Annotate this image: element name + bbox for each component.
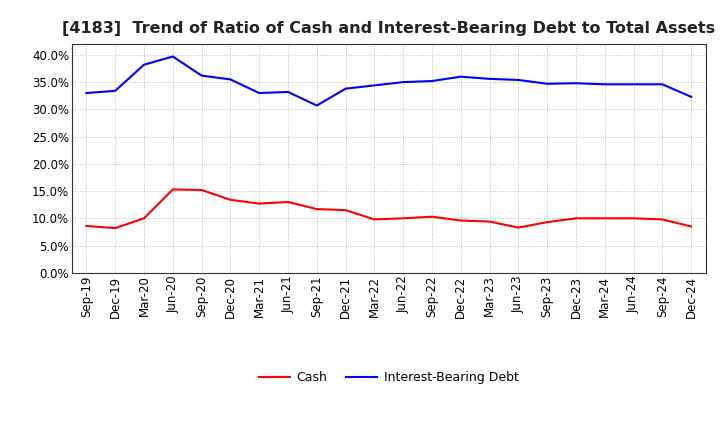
Interest-Bearing Debt — [255, 90, 264, 95]
Cash — [629, 216, 638, 221]
Legend: Cash, Interest-Bearing Debt: Cash, Interest-Bearing Debt — [254, 366, 523, 389]
Interest-Bearing Debt — [111, 88, 120, 93]
Cash — [600, 216, 609, 221]
Cash — [82, 224, 91, 229]
Cash — [111, 225, 120, 231]
Cash — [428, 214, 436, 219]
Cash — [168, 187, 177, 192]
Line: Cash: Cash — [86, 190, 691, 228]
Interest-Bearing Debt — [399, 80, 408, 85]
Interest-Bearing Debt — [572, 81, 580, 86]
Cash — [572, 216, 580, 221]
Interest-Bearing Debt — [168, 54, 177, 59]
Interest-Bearing Debt — [82, 90, 91, 95]
Cash — [399, 216, 408, 221]
Cash — [312, 206, 321, 212]
Interest-Bearing Debt — [370, 83, 379, 88]
Interest-Bearing Debt — [658, 82, 667, 87]
Cash — [255, 201, 264, 206]
Line: Interest-Bearing Debt: Interest-Bearing Debt — [86, 56, 691, 106]
Interest-Bearing Debt — [226, 77, 235, 82]
Cash — [284, 199, 292, 205]
Interest-Bearing Debt — [456, 74, 465, 79]
Interest-Bearing Debt — [312, 103, 321, 108]
Interest-Bearing Debt — [140, 62, 148, 67]
Cash — [514, 225, 523, 230]
Cash — [687, 224, 696, 229]
Cash — [485, 219, 494, 224]
Interest-Bearing Debt — [687, 94, 696, 99]
Interest-Bearing Debt — [600, 82, 609, 87]
Interest-Bearing Debt — [341, 86, 350, 92]
Cash — [456, 218, 465, 223]
Title: [4183]  Trend of Ratio of Cash and Interest-Bearing Debt to Total Assets: [4183] Trend of Ratio of Cash and Intere… — [62, 21, 716, 36]
Cash — [341, 208, 350, 213]
Interest-Bearing Debt — [284, 89, 292, 95]
Cash — [370, 217, 379, 222]
Interest-Bearing Debt — [514, 77, 523, 83]
Interest-Bearing Debt — [543, 81, 552, 86]
Cash — [658, 217, 667, 222]
Cash — [226, 197, 235, 202]
Interest-Bearing Debt — [197, 73, 206, 78]
Interest-Bearing Debt — [428, 78, 436, 84]
Cash — [197, 187, 206, 193]
Cash — [543, 220, 552, 225]
Interest-Bearing Debt — [485, 76, 494, 81]
Interest-Bearing Debt — [629, 82, 638, 87]
Cash — [140, 216, 148, 221]
